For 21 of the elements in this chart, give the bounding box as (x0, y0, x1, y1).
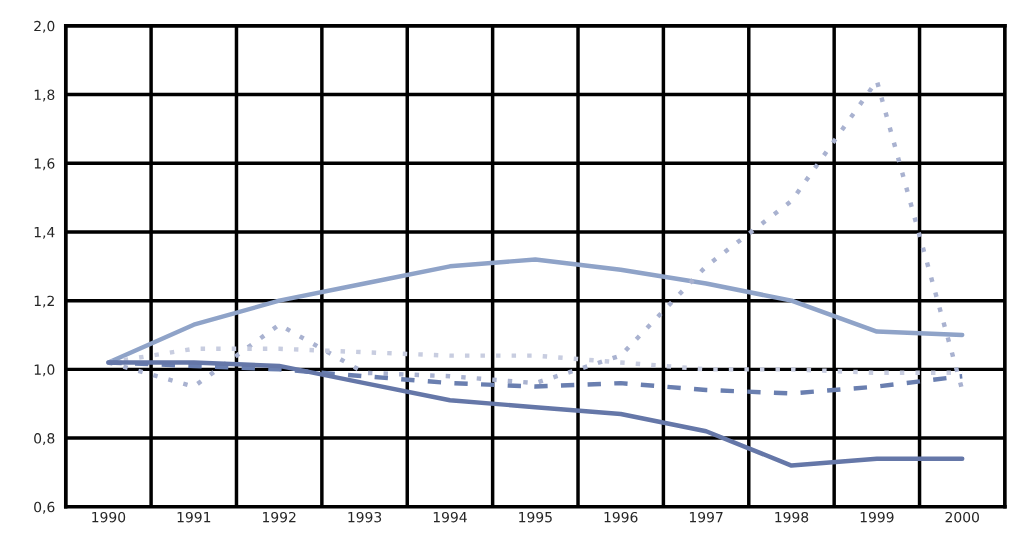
x-tick-label: 1992 (263, 511, 296, 523)
x-tick-label: 1998 (775, 511, 809, 523)
x-tick-label: 2000 (945, 511, 979, 523)
x-tick-label: 1994 (433, 511, 467, 523)
x-tick-label: 1999 (860, 511, 894, 523)
x-tick-label: 1991 (177, 511, 211, 523)
x-tick-label: 1997 (689, 511, 723, 523)
x-tick-label: 1996 (604, 511, 638, 523)
x-tick-label: 1990 (92, 511, 126, 523)
line-series (106, 257, 965, 365)
x-tick-label: 1995 (519, 511, 552, 523)
y-tick-label: 0,8 (34, 433, 55, 445)
y-tick-label: 1,4 (34, 227, 55, 239)
y-tick-label: 1,2 (34, 295, 54, 308)
x-tick-label: 1993 (348, 511, 382, 523)
line-series (106, 360, 965, 468)
y-tick-label: 0,6 (34, 501, 55, 514)
y-tick-label: 1,6 (34, 158, 55, 171)
y-tick-label: 1,8 (34, 89, 55, 102)
y-tick-label: 2,0 (34, 20, 55, 33)
y-tick-label: 1,0 (34, 364, 55, 377)
